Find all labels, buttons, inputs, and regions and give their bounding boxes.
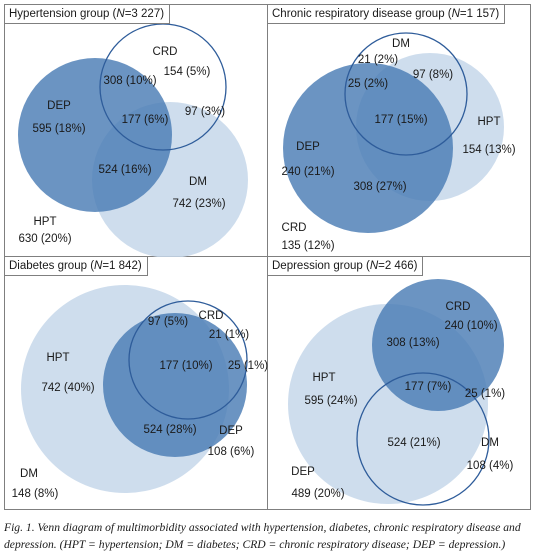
venn-label: 135 (12%) bbox=[281, 240, 334, 252]
venn-circle-dep bbox=[103, 313, 247, 457]
panel-title-n: N bbox=[451, 8, 460, 20]
venn-label: 154 (13%) bbox=[462, 144, 515, 156]
panel-depression-group: Depression group (N=2 466) CRD 240 (10%)… bbox=[268, 257, 531, 509]
venn-label: 742 (40%) bbox=[41, 382, 94, 394]
venn-label: 742 (23%) bbox=[172, 198, 225, 210]
venn-label: DM bbox=[481, 437, 499, 449]
panel-title: Depression group (N=2 466) bbox=[268, 257, 424, 276]
venn-label: 97 (8%) bbox=[413, 69, 453, 81]
venn-label: DM bbox=[392, 38, 410, 50]
venn-label: 240 (10%) bbox=[444, 320, 497, 332]
venn-svg: CRD 154 (5%) 308 (10%) DEP 595 (18%) 177… bbox=[18, 23, 248, 257]
panel-title-suffix: =2 466) bbox=[378, 260, 418, 272]
venn-label: DEP bbox=[291, 466, 315, 478]
panel-title-suffix: =1 157) bbox=[459, 8, 500, 20]
venn-label: 177 (6%) bbox=[122, 114, 169, 126]
venn-circle-dm bbox=[344, 32, 468, 156]
venn-label: 524 (28%) bbox=[143, 424, 196, 436]
venn-label: 524 (16%) bbox=[98, 164, 151, 176]
venn-label: 25 (2%) bbox=[348, 78, 388, 90]
panel-hypertension-group: Hypertension group (N=3 227) CRD 154 (5%… bbox=[5, 5, 268, 257]
panel-title-prefix: Hypertension group ( bbox=[9, 8, 117, 20]
panel-title: Diabetes group (N=1 842) bbox=[5, 257, 148, 276]
panel-title-prefix: Chronic respiratory disease group ( bbox=[272, 8, 452, 20]
venn-label: DM bbox=[20, 468, 38, 480]
panel-title-n: N bbox=[94, 260, 103, 272]
venn-label: 308 (27%) bbox=[353, 181, 406, 193]
venn-label: CRD bbox=[446, 301, 471, 313]
panel-chronic-respiratory-disease-group: Chronic respiratory disease group (N=1 1… bbox=[268, 5, 531, 257]
panel-title-prefix: Diabetes group ( bbox=[9, 260, 95, 272]
venn-label: 21 (1%) bbox=[209, 329, 249, 341]
venn-label: 25 (1%) bbox=[228, 360, 268, 372]
venn-label: 630 (20%) bbox=[18, 233, 71, 245]
venn-circle-crd bbox=[128, 300, 248, 420]
venn-label: 108 (4%) bbox=[467, 460, 514, 472]
venn-label: 489 (20%) bbox=[291, 488, 344, 500]
venn-label: 308 (13%) bbox=[386, 337, 439, 349]
panel-title-n: N bbox=[116, 8, 125, 20]
venn-circle-dm bbox=[356, 372, 490, 506]
venn-label: 97 (3%) bbox=[185, 106, 225, 118]
venn-label: 308 (10%) bbox=[103, 75, 156, 87]
figure-caption: Fig. 1. Venn diagram of multimorbidity a… bbox=[4, 521, 521, 551]
venn-label: DEP bbox=[219, 425, 243, 437]
venn-label: HPT bbox=[313, 372, 336, 384]
panel-title: Chronic respiratory disease group (N=1 1… bbox=[268, 5, 506, 24]
venn-label: 21 (2%) bbox=[358, 54, 398, 66]
venn-label: HPT bbox=[478, 116, 501, 128]
venn-label: CRD bbox=[153, 46, 178, 58]
venn-label: 97 (5%) bbox=[148, 316, 188, 328]
venn-label: DEP bbox=[296, 141, 320, 153]
venn-label: 177 (10%) bbox=[159, 360, 212, 372]
venn-label: HPT bbox=[34, 216, 57, 228]
venn-label: 108 (6%) bbox=[208, 446, 255, 458]
venn-circle-crd bbox=[283, 63, 453, 233]
panel-diabetes-group: Diabetes group (N=1 842) CRD 97 (5%) 21 … bbox=[5, 257, 268, 509]
venn-label: 25 (1%) bbox=[465, 388, 505, 400]
venn-diagram-grid: Hypertension group (N=3 227) CRD 154 (5%… bbox=[4, 4, 531, 510]
panel-title-prefix: Depression group ( bbox=[272, 260, 370, 272]
venn-circle-dep bbox=[18, 58, 172, 212]
venn-label: 177 (15%) bbox=[374, 114, 427, 126]
venn-label: 595 (18%) bbox=[32, 123, 85, 135]
venn-label: 154 (5%) bbox=[164, 66, 211, 78]
venn-svg: DM 21 (2%) 97 (8%) 25 (2%) 177 (15%) HPT… bbox=[281, 32, 516, 252]
venn-label: 148 (8%) bbox=[12, 488, 59, 500]
venn-label: DEP bbox=[47, 100, 71, 112]
venn-label: 595 (24%) bbox=[304, 395, 357, 407]
venn-label: CRD bbox=[282, 222, 307, 234]
panel-title-n: N bbox=[369, 260, 379, 272]
venn-label: 177 (7%) bbox=[405, 381, 452, 393]
panel-title-suffix: =3 227) bbox=[124, 8, 165, 20]
venn-label: HPT bbox=[47, 352, 70, 364]
panel-title-suffix: =1 842) bbox=[102, 260, 142, 272]
venn-label: CRD bbox=[199, 310, 224, 322]
panel-title: Hypertension group (N=3 227) bbox=[5, 5, 171, 24]
venn-svg: CRD 240 (10%) 308 (13%) HPT 595 (24%) 17… bbox=[288, 279, 514, 506]
venn-svg: CRD 97 (5%) 21 (1%) HPT 742 (40%) 177 (1… bbox=[12, 285, 268, 500]
venn-circle-hpt bbox=[372, 279, 504, 411]
venn-label: 524 (21%) bbox=[387, 437, 440, 449]
venn-label: 240 (21%) bbox=[281, 166, 334, 178]
venn-label: DM bbox=[189, 176, 207, 188]
venn-circle-crd bbox=[99, 23, 227, 151]
